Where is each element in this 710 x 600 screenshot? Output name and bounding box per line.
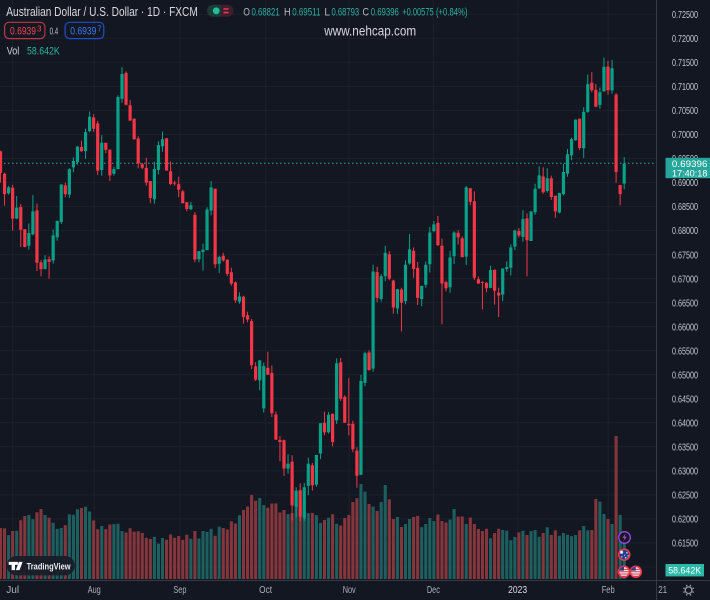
- svg-text:0.68500: 0.68500: [672, 201, 698, 213]
- svg-text:58.642K: 58.642K: [27, 45, 60, 57]
- svg-text:Feb: Feb: [602, 584, 615, 596]
- svg-text:0.4: 0.4: [50, 25, 59, 37]
- svg-text:0.70000: 0.70000: [672, 129, 698, 141]
- svg-text:O: O: [243, 6, 250, 18]
- svg-text:www.nehcap.com: www.nehcap.com: [323, 23, 416, 38]
- svg-text:Dec: Dec: [427, 584, 440, 596]
- svg-text:0.62000: 0.62000: [672, 514, 698, 526]
- svg-text:Aug: Aug: [88, 584, 101, 596]
- svg-text:0.69000: 0.69000: [672, 177, 698, 189]
- svg-text:7: 7: [97, 24, 102, 33]
- svg-text:0.68793: 0.68793: [332, 6, 360, 18]
- svg-text:0.65500: 0.65500: [672, 345, 698, 357]
- svg-text:0.69396: 0.69396: [371, 6, 399, 18]
- svg-text:Nov: Nov: [343, 584, 357, 596]
- svg-text:0.63500: 0.63500: [672, 441, 698, 453]
- svg-text:0.6939: 0.6939: [10, 26, 36, 38]
- svg-text:0.71500: 0.71500: [672, 57, 698, 69]
- svg-text:21: 21: [658, 584, 667, 596]
- svg-text:0.68000: 0.68000: [672, 225, 698, 237]
- svg-text:3: 3: [37, 24, 42, 33]
- svg-text:C: C: [362, 6, 369, 18]
- svg-text:+0.00575: +0.00575: [402, 6, 434, 18]
- svg-text:0.64000: 0.64000: [672, 417, 698, 429]
- svg-text:0.6939: 0.6939: [70, 26, 96, 38]
- svg-text:0.65000: 0.65000: [672, 369, 698, 381]
- svg-text:0.71000: 0.71000: [672, 81, 698, 93]
- svg-text:17:40:18: 17:40:18: [672, 168, 708, 179]
- svg-text:0.62500: 0.62500: [672, 490, 698, 502]
- svg-text:0.64500: 0.64500: [672, 393, 698, 405]
- svg-text:58.642K: 58.642K: [668, 565, 702, 576]
- svg-text:0.61500: 0.61500: [672, 538, 698, 550]
- svg-text:Australian Dollar / U.S. Dolla: Australian Dollar / U.S. Dollar · 1D · F…: [6, 4, 198, 19]
- svg-text:H: H: [284, 6, 291, 18]
- svg-text:L: L: [324, 6, 330, 18]
- svg-text:Sep: Sep: [173, 584, 186, 596]
- svg-text:0.69396: 0.69396: [672, 159, 708, 170]
- svg-text:0.72000: 0.72000: [672, 33, 698, 45]
- svg-text:0.66500: 0.66500: [672, 297, 698, 309]
- svg-text:0.67000: 0.67000: [672, 273, 698, 285]
- svg-text:0.69511: 0.69511: [292, 6, 320, 18]
- svg-text:0.68821: 0.68821: [252, 6, 280, 18]
- svg-text:Vol: Vol: [7, 45, 19, 57]
- svg-text:0.72500: 0.72500: [672, 9, 698, 21]
- svg-text:Jul: Jul: [6, 584, 19, 596]
- svg-text:TradingView: TradingView: [27, 561, 72, 571]
- svg-text:0.70500: 0.70500: [672, 105, 698, 117]
- svg-text:0.66000: 0.66000: [672, 321, 698, 333]
- svg-text:0.67500: 0.67500: [672, 249, 698, 261]
- svg-text:0.63000: 0.63000: [672, 466, 698, 478]
- svg-text:2023: 2023: [508, 584, 527, 596]
- svg-text:Oct: Oct: [259, 584, 272, 596]
- svg-text:(+0.84%): (+0.84%): [436, 6, 467, 18]
